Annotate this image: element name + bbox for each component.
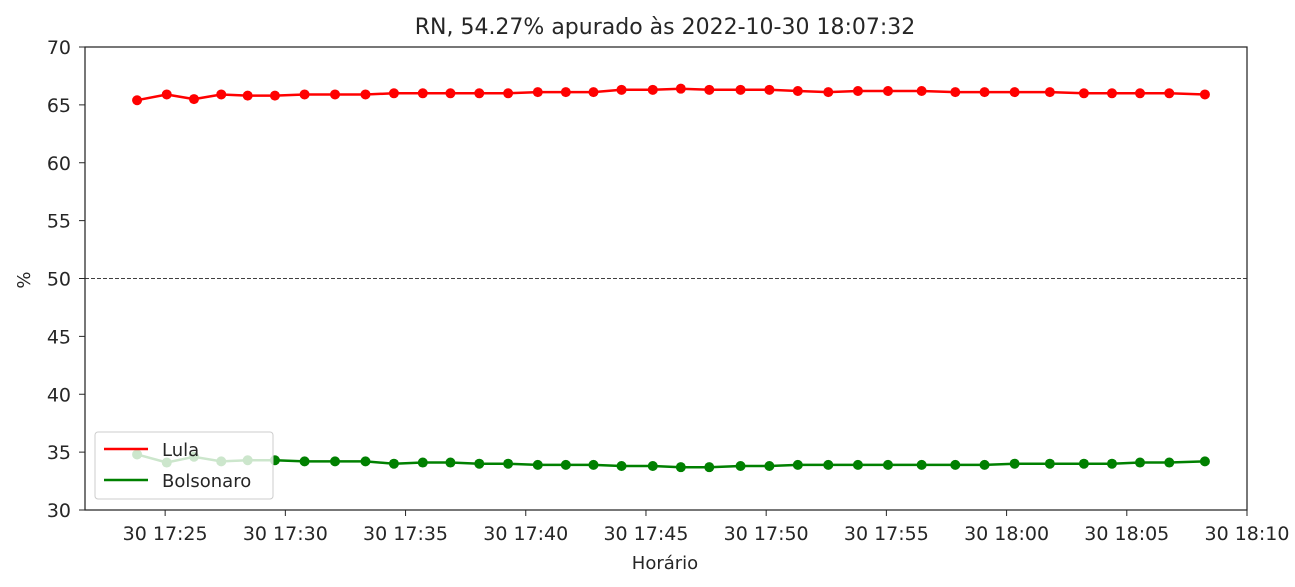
data-point-bolsonaro (882, 459, 893, 470)
legend-label-lula: Lula (162, 440, 199, 461)
data-point-bolsonaro (823, 459, 834, 470)
data-point-lula (616, 84, 627, 95)
data-point-bolsonaro (474, 458, 485, 469)
legend-label-bolsonaro: Bolsonaro (162, 471, 251, 492)
data-point-bolsonaro (1044, 458, 1055, 469)
data-point-bolsonaro (704, 462, 715, 473)
data-point-lula (1044, 87, 1055, 98)
x-tick-label: 30 17:45 (603, 523, 688, 545)
data-point-lula (299, 89, 310, 100)
x-tick-label: 30 17:55 (844, 523, 929, 545)
y-tick-label: 60 (47, 153, 71, 175)
data-point-bolsonaro (1009, 458, 1020, 469)
data-point-bolsonaro (388, 458, 399, 469)
x-tick-label: 30 18:10 (1205, 523, 1290, 545)
data-point-lula (675, 83, 686, 94)
data-point-lula (532, 87, 543, 98)
data-point-lula (360, 89, 371, 100)
data-point-lula (882, 85, 893, 96)
data-point-lula (916, 85, 927, 96)
legend: Lula Bolsonaro (94, 431, 274, 500)
chart-title: RN, 54.27% apurado às 2022-10-30 18:07:3… (415, 15, 916, 40)
x-tick-label: 30 17:25 (123, 523, 208, 545)
x-axis-label: Horário (632, 553, 698, 574)
data-point-bolsonaro (792, 459, 803, 470)
data-point-bolsonaro (616, 461, 627, 472)
data-point-bolsonaro (675, 462, 686, 473)
data-point-lula (704, 84, 715, 95)
data-point-lula (1135, 88, 1146, 99)
data-point-bolsonaro (299, 456, 310, 467)
data-point-lula (330, 89, 341, 100)
y-tick-label: 35 (47, 442, 71, 464)
x-tick-label: 30 17:40 (483, 523, 568, 545)
data-point-bolsonaro (1135, 457, 1146, 468)
y-tick-label: 70 (47, 37, 71, 59)
y-tick-label: 45 (47, 326, 71, 348)
data-point-lula (474, 88, 485, 99)
y-tick-label: 50 (47, 269, 71, 291)
data-point-lula (852, 85, 863, 96)
data-point-bolsonaro (950, 459, 961, 470)
data-point-bolsonaro (532, 459, 543, 470)
data-point-lula (445, 88, 456, 99)
plot-frame (84, 46, 1248, 511)
data-point-lula (1164, 88, 1175, 99)
x-tick-label: 30 17:35 (363, 523, 448, 545)
y-axis-label: % (14, 271, 35, 288)
data-point-lula (1009, 87, 1020, 98)
data-point-bolsonaro (647, 461, 658, 472)
data-point-lula (417, 88, 428, 99)
data-point-lula (560, 87, 571, 98)
y-tick-label: 30 (47, 500, 71, 522)
data-point-lula (269, 90, 280, 101)
data-point-bolsonaro (916, 459, 927, 470)
data-point-lula (735, 84, 746, 95)
data-point-bolsonaro (1199, 456, 1210, 467)
data-point-bolsonaro (445, 457, 456, 468)
x-tick-label: 30 18:05 (1084, 523, 1169, 545)
data-point-bolsonaro (360, 456, 371, 467)
data-point-lula (647, 84, 658, 95)
data-point-lula (1106, 88, 1117, 99)
data-point-lula (161, 89, 172, 100)
y-tick-label: 55 (47, 211, 71, 233)
data-point-lula (1199, 89, 1210, 100)
data-point-lula (979, 87, 990, 98)
data-point-bolsonaro (1078, 458, 1089, 469)
data-point-bolsonaro (852, 459, 863, 470)
x-tick-label: 30 17:50 (724, 523, 809, 545)
data-point-lula (764, 84, 775, 95)
data-point-bolsonaro (503, 458, 514, 469)
data-point-lula (188, 94, 199, 105)
data-point-lula (388, 88, 399, 99)
data-point-lula (823, 87, 834, 98)
data-point-bolsonaro (735, 461, 746, 472)
data-point-bolsonaro (1106, 458, 1117, 469)
y-tick-label: 40 (47, 384, 71, 406)
y-tick-label: 65 (47, 95, 71, 117)
data-point-bolsonaro (764, 461, 775, 472)
plot-area: 30 35 40 45 50 55 60 65 70 30 17:25 30 17:30 30 17:… (47, 37, 1290, 545)
data-point-lula (588, 87, 599, 98)
x-tick-label: 30 18:00 (964, 523, 1049, 545)
data-point-bolsonaro (588, 459, 599, 470)
data-point-lula (216, 89, 227, 100)
data-point-bolsonaro (979, 459, 990, 470)
data-point-bolsonaro (1164, 457, 1175, 468)
data-point-lula (503, 88, 514, 99)
data-point-bolsonaro (560, 459, 571, 470)
data-point-lula (950, 87, 961, 98)
data-point-bolsonaro (330, 456, 341, 467)
x-tick-label: 30 17:30 (243, 523, 328, 545)
data-point-lula (242, 90, 253, 101)
data-point-lula (1078, 88, 1089, 99)
data-point-bolsonaro (417, 457, 428, 468)
data-point-lula (132, 95, 143, 106)
data-point-lula (792, 85, 803, 96)
